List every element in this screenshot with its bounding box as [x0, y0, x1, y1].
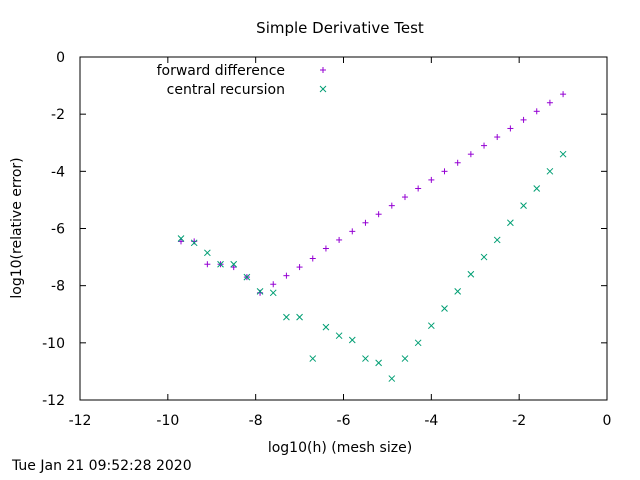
forward-difference-point	[428, 176, 435, 183]
x-tick-label: -2	[512, 413, 526, 429]
forward-difference-point	[494, 134, 501, 141]
central-recursion-point	[243, 273, 251, 281]
y-tick-label: -6	[51, 222, 65, 238]
forward-difference-point	[454, 159, 461, 166]
central-recursion-point	[454, 288, 462, 295]
x-tick-label: 0	[603, 413, 612, 429]
central-recursion-point	[507, 219, 514, 227]
central-recursion-point	[269, 289, 277, 297]
central-recursion-point	[283, 313, 290, 321]
forward-difference-point	[283, 272, 290, 279]
central-recursion-point	[256, 288, 264, 295]
forward-difference-point	[349, 228, 356, 235]
central-recursion-point	[546, 167, 554, 175]
y-tick-label: -4	[51, 164, 65, 180]
central-recursion-point	[348, 336, 356, 344]
y-tick-label: -12	[42, 393, 65, 409]
central-recursion-point	[217, 260, 224, 268]
forward-difference-point	[546, 99, 553, 106]
y-tick-label: -2	[51, 107, 65, 123]
central-recursion-point	[322, 323, 330, 331]
timestamp: Tue Jan 21 09:52:28 2020	[12, 458, 192, 474]
forward-difference-point	[296, 264, 303, 271]
central-recursion-point	[427, 322, 435, 330]
forward-difference-point	[415, 185, 422, 192]
forward-difference-point	[507, 125, 514, 132]
legend-marker	[319, 85, 327, 93]
central-recursion-point	[375, 359, 382, 367]
x-tick-label: -10	[156, 413, 179, 429]
legend: forward difference central recursion	[157, 63, 327, 98]
plot-frame	[79, 56, 608, 401]
central-recursion-point	[533, 185, 541, 192]
forward-difference-point	[533, 108, 540, 115]
central-recursion-point	[493, 236, 501, 244]
forward-difference-point	[441, 168, 448, 175]
forward-difference-point	[520, 116, 527, 123]
x-axis-label: log10(h) (mesh size)	[268, 440, 412, 456]
forward-difference-point	[481, 142, 488, 149]
y-tick-label: -8	[51, 279, 65, 295]
x-tick-label: -4	[424, 413, 438, 429]
central-recursion-point	[414, 339, 422, 347]
central-recursion-point	[230, 260, 238, 268]
legend-label: central recursion	[167, 82, 285, 98]
central-recursion-point	[401, 355, 409, 362]
central-recursion-point	[388, 375, 396, 382]
central-recursion-point	[480, 253, 488, 261]
forward-difference-point	[401, 194, 408, 201]
y-axis-label: log10(relative error)	[9, 157, 25, 298]
forward-difference-point	[560, 91, 567, 98]
forward-difference-point	[375, 211, 382, 218]
forward-difference-point	[467, 151, 474, 158]
central-recursion-point	[204, 249, 211, 257]
central-recursion-point	[309, 355, 317, 362]
central-recursion-point	[335, 332, 343, 340]
forward-difference-point	[178, 238, 185, 245]
central-recursion-point	[467, 270, 475, 278]
data-marks	[177, 91, 567, 382]
central-recursion-point	[441, 305, 448, 312]
x-tick-label: -8	[249, 413, 263, 429]
y-tick-label: -10	[42, 336, 65, 352]
x-tick-label: -6	[337, 413, 351, 429]
forward-difference-point	[388, 202, 395, 209]
forward-difference-point	[270, 281, 277, 288]
chart-title: Simple Derivative Test	[256, 19, 424, 37]
forward-difference-point	[309, 255, 316, 262]
central-recursion-point	[296, 313, 303, 321]
forward-difference-point	[336, 236, 343, 243]
y-tick-label: 0	[56, 50, 65, 66]
forward-difference-point	[322, 245, 329, 252]
forward-difference-point	[230, 264, 237, 271]
central-recursion-point	[177, 235, 185, 242]
forward-difference-point	[362, 219, 369, 226]
central-recursion-point	[559, 150, 567, 158]
legend-label: forward difference	[157, 63, 285, 79]
legend-marker	[320, 67, 326, 73]
forward-difference-point	[204, 261, 211, 268]
x-tick-label: -12	[69, 413, 92, 429]
central-recursion-point	[520, 202, 527, 209]
central-recursion-point	[190, 239, 198, 247]
axis-ticks: -12 -10 -8 -6 -4 -2 0 0 -2 -4 -6 -8 -10 -12	[42, 50, 611, 429]
central-recursion-point	[362, 355, 369, 362]
